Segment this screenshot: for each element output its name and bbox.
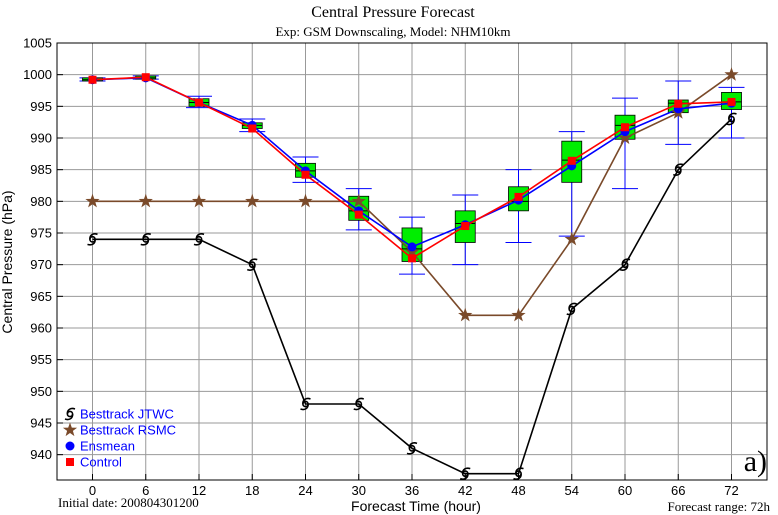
x-tick-label: 60 xyxy=(618,483,632,498)
y-tick-label: 950 xyxy=(30,384,52,399)
y-tick-label: 980 xyxy=(30,194,52,209)
legend-marker-besttrack-rsmc xyxy=(62,422,78,437)
panel-label: a) xyxy=(744,445,767,478)
x-tick-label: 42 xyxy=(458,483,472,498)
legend-label: Besttrack RSMC xyxy=(80,423,176,438)
marker-control xyxy=(301,170,310,179)
marker-control xyxy=(408,254,416,263)
marker-besttrack-jtwc xyxy=(619,258,631,271)
marker-control xyxy=(621,123,629,132)
marker-besttrack-rsmc xyxy=(617,130,633,145)
chart-title: Central Pressure Forecast xyxy=(311,4,475,21)
x-tick-label: 18 xyxy=(245,483,259,498)
marker-besttrack-jtwc xyxy=(87,233,98,246)
y-tick-label: 955 xyxy=(30,352,52,367)
marker-besttrack-rsmc xyxy=(724,67,739,81)
marker-besttrack-jtwc xyxy=(726,112,737,126)
y-tick-label: 960 xyxy=(30,321,52,336)
y-tick-label: 975 xyxy=(30,226,52,241)
marker-control xyxy=(248,124,257,133)
y-tick-label: 1005 xyxy=(23,36,52,51)
marker-control xyxy=(88,75,97,84)
marker-besttrack-jtwc xyxy=(300,397,311,411)
series-markers xyxy=(85,67,739,480)
marker-besttrack-jtwc xyxy=(459,467,471,480)
x-tick-label: 72 xyxy=(724,483,738,498)
marker-besttrack-jtwc xyxy=(566,302,578,316)
marker-besttrack-jtwc xyxy=(353,397,365,411)
marker-control xyxy=(461,222,470,231)
marker-control xyxy=(514,192,523,201)
marker-besttrack-rsmc xyxy=(138,193,153,208)
x-tick-label: 0 xyxy=(89,483,96,498)
boxplot xyxy=(718,86,745,139)
y-tick-label: 940 xyxy=(30,447,52,462)
marker-besttrack-rsmc xyxy=(351,193,366,208)
marker-control xyxy=(141,73,150,82)
plot-frame xyxy=(56,42,768,481)
marker-control xyxy=(674,99,683,108)
marker-besttrack-rsmc xyxy=(564,231,579,246)
marker-besttrack-jtwc xyxy=(246,258,258,271)
marker-besttrack-rsmc xyxy=(85,193,100,208)
marker-besttrack-jtwc xyxy=(672,163,684,176)
y-axis-ticks: 940 945 950 955 960 965 970 975 980 985 990 995 1000… xyxy=(23,36,63,462)
x-axis-ticks: 0 6 12 18 24 30 36 42 48 54 60 66 72 xyxy=(89,474,739,498)
initial-date: Initial date: 200804301200 xyxy=(58,495,199,510)
marker-besttrack-rsmc xyxy=(458,307,473,322)
boxplot xyxy=(505,169,532,243)
x-tick-label: 12 xyxy=(192,483,206,498)
marker-control xyxy=(354,210,363,219)
marker-control xyxy=(727,97,736,106)
y-tick-label: 985 xyxy=(30,162,52,177)
x-tick-label: 30 xyxy=(352,483,366,498)
forecast-range: Forecast range: 72h xyxy=(667,499,770,514)
legend-label: Control xyxy=(80,455,122,470)
x-tick-label: 36 xyxy=(405,483,419,498)
legend-marker-ensmean xyxy=(65,441,75,451)
marker-besttrack-jtwc xyxy=(513,467,524,480)
y-tick-label: 945 xyxy=(30,416,52,431)
x-tick-label: 6 xyxy=(142,483,149,498)
y-tick-label: 970 xyxy=(30,257,52,272)
marker-besttrack-rsmc xyxy=(191,193,207,208)
marker-control xyxy=(195,98,203,107)
marker-control xyxy=(567,156,576,165)
marker-besttrack-jtwc xyxy=(406,442,418,455)
marker-besttrack-rsmc xyxy=(511,307,526,322)
y-axis-label: Central Pressure (hPa) xyxy=(0,190,15,333)
marker-besttrack-rsmc xyxy=(298,193,313,208)
x-axis-label: Forecast Time (hour) xyxy=(351,498,481,514)
y-tick-label: 965 xyxy=(30,289,52,304)
y-tick-label: 990 xyxy=(30,131,52,146)
x-tick-label: 48 xyxy=(511,483,525,498)
x-tick-label: 66 xyxy=(671,483,685,498)
boxplot xyxy=(612,97,638,190)
x-tick-label: 54 xyxy=(565,483,579,498)
x-tick-label: 24 xyxy=(298,483,312,498)
marker-ensmean xyxy=(407,242,417,252)
legend-label: Besttrack JTWC xyxy=(80,407,174,422)
chart-subtitle: Exp: GSM Downscaling, Model: NHM10km xyxy=(275,24,510,39)
y-tick-label: 1000 xyxy=(23,67,52,82)
marker-besttrack-jtwc xyxy=(140,233,152,246)
legend-marker-besttrack-jtwc xyxy=(64,407,76,421)
marker-besttrack-rsmc xyxy=(245,193,260,208)
legend-marker-control xyxy=(66,458,74,466)
series-line-besttrack-jtwc xyxy=(92,118,733,475)
marker-besttrack-jtwc xyxy=(193,233,205,246)
y-tick-label: 995 xyxy=(30,99,52,114)
legend-label: Ensmean xyxy=(80,439,135,454)
